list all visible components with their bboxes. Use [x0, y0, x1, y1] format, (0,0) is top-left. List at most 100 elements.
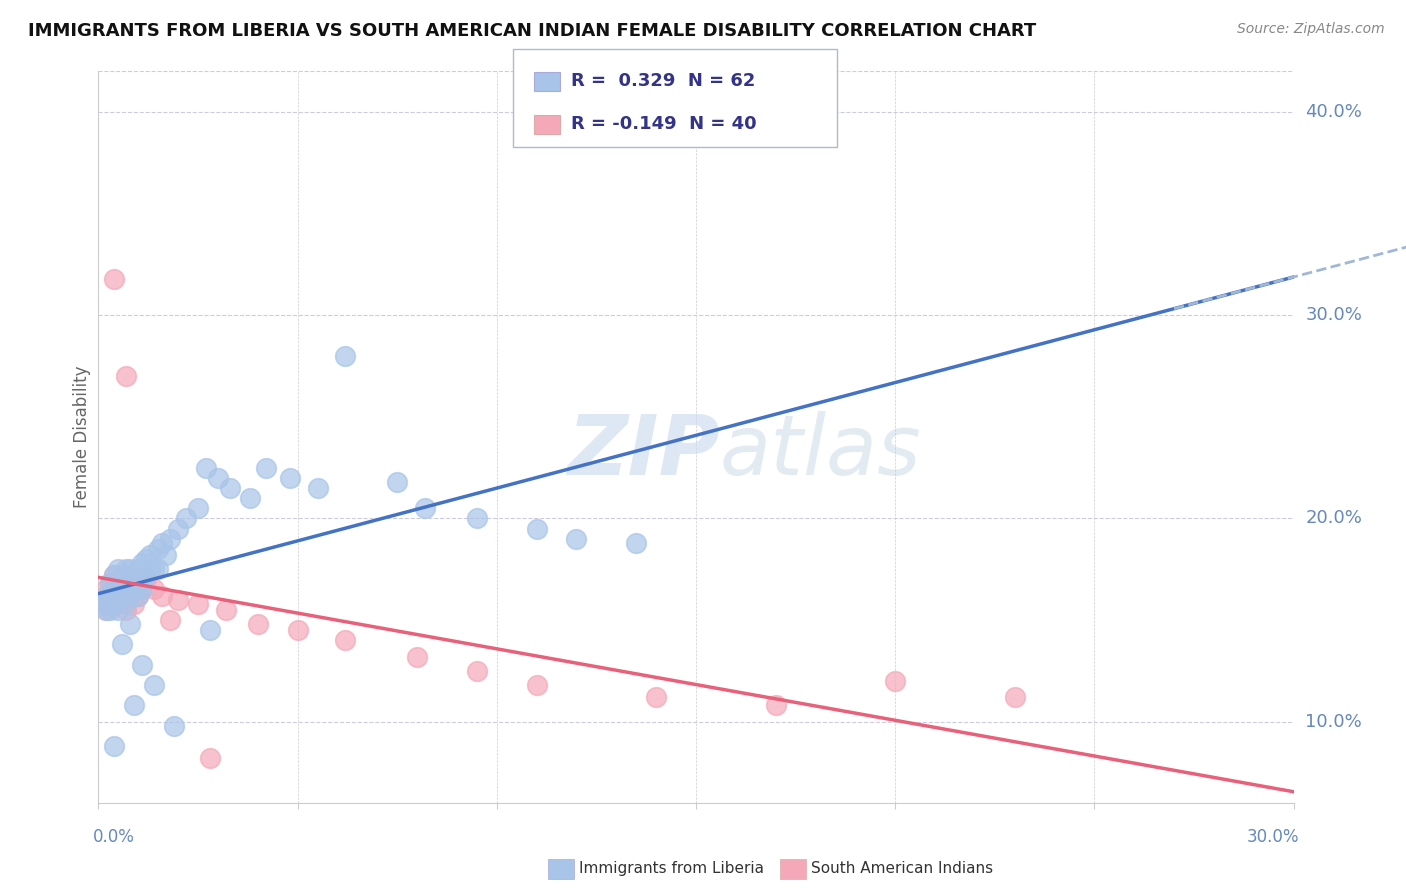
- Point: [198, 751, 221, 765]
- Point: [115, 597, 138, 611]
- Point: [139, 548, 162, 562]
- Text: 40.0%: 40.0%: [1306, 103, 1362, 121]
- Point: [143, 678, 166, 692]
- Point: [98, 576, 122, 591]
- Point: [765, 698, 787, 713]
- Point: [239, 491, 262, 505]
- Point: [107, 562, 129, 576]
- Point: [111, 576, 134, 591]
- Point: [107, 603, 129, 617]
- Point: [103, 739, 125, 753]
- Point: [148, 541, 170, 556]
- Point: [254, 460, 277, 475]
- Point: [195, 460, 218, 475]
- Point: [465, 511, 488, 525]
- Point: [124, 597, 146, 611]
- Point: [103, 568, 125, 582]
- Point: [120, 589, 142, 603]
- Point: [626, 535, 648, 549]
- Text: atlas: atlas: [720, 411, 921, 492]
- Point: [174, 511, 197, 525]
- Point: [120, 589, 142, 603]
- Point: [115, 582, 138, 597]
- Point: [1004, 690, 1026, 705]
- Point: [98, 592, 122, 607]
- Point: [198, 623, 221, 637]
- Point: [155, 548, 177, 562]
- Point: [335, 349, 357, 363]
- Point: [115, 369, 138, 384]
- Point: [150, 589, 173, 603]
- Point: [159, 613, 181, 627]
- Point: [120, 576, 142, 591]
- Point: [107, 582, 129, 597]
- Point: [103, 568, 125, 582]
- Point: [115, 603, 138, 617]
- Point: [103, 589, 125, 603]
- Point: [143, 562, 166, 576]
- Point: [124, 698, 146, 713]
- Point: [96, 603, 118, 617]
- Point: [135, 552, 157, 566]
- Point: [148, 562, 170, 576]
- Point: [287, 623, 309, 637]
- Text: 0.0%: 0.0%: [93, 829, 135, 847]
- Point: [111, 576, 134, 591]
- Point: [187, 501, 209, 516]
- Point: [187, 597, 209, 611]
- Point: [98, 603, 122, 617]
- Text: Source: ZipAtlas.com: Source: ZipAtlas.com: [1237, 22, 1385, 37]
- Point: [91, 597, 114, 611]
- Point: [131, 657, 153, 672]
- Text: ZIP: ZIP: [567, 411, 720, 492]
- Point: [103, 582, 125, 597]
- Point: [465, 664, 488, 678]
- Point: [307, 481, 329, 495]
- Point: [406, 649, 429, 664]
- Point: [167, 592, 190, 607]
- Text: R = -0.149  N = 40: R = -0.149 N = 40: [571, 115, 756, 133]
- Point: [413, 501, 436, 516]
- Point: [120, 617, 142, 632]
- Point: [120, 572, 142, 586]
- Point: [98, 597, 122, 611]
- Point: [131, 556, 153, 570]
- Point: [163, 718, 186, 732]
- Point: [120, 562, 142, 576]
- Text: 30.0%: 30.0%: [1306, 306, 1362, 324]
- Text: 30.0%: 30.0%: [1247, 829, 1299, 847]
- Point: [124, 568, 146, 582]
- Text: South American Indians: South American Indians: [811, 862, 994, 876]
- Text: IMMIGRANTS FROM LIBERIA VS SOUTH AMERICAN INDIAN FEMALE DISABILITY CORRELATION C: IMMIGRANTS FROM LIBERIA VS SOUTH AMERICA…: [28, 22, 1036, 40]
- Text: 20.0%: 20.0%: [1306, 509, 1362, 527]
- Point: [131, 582, 153, 597]
- Point: [127, 589, 149, 603]
- Point: [111, 589, 134, 603]
- Point: [124, 582, 146, 597]
- Point: [526, 678, 548, 692]
- Point: [111, 589, 134, 603]
- Point: [139, 562, 162, 576]
- Point: [159, 532, 181, 546]
- Point: [115, 568, 138, 582]
- Point: [111, 637, 134, 651]
- Point: [96, 582, 118, 597]
- Point: [526, 521, 548, 535]
- Point: [107, 597, 129, 611]
- Point: [645, 690, 668, 705]
- Point: [131, 582, 153, 597]
- Point: [884, 673, 907, 688]
- Point: [103, 271, 125, 285]
- Point: [91, 592, 114, 607]
- Point: [115, 562, 138, 576]
- Point: [246, 617, 269, 632]
- Point: [207, 471, 229, 485]
- Point: [96, 603, 118, 617]
- Point: [278, 471, 301, 485]
- Point: [215, 603, 238, 617]
- Point: [219, 481, 242, 495]
- Point: [335, 633, 357, 648]
- Point: [127, 562, 149, 576]
- Point: [143, 582, 166, 597]
- Y-axis label: Female Disability: Female Disability: [73, 366, 91, 508]
